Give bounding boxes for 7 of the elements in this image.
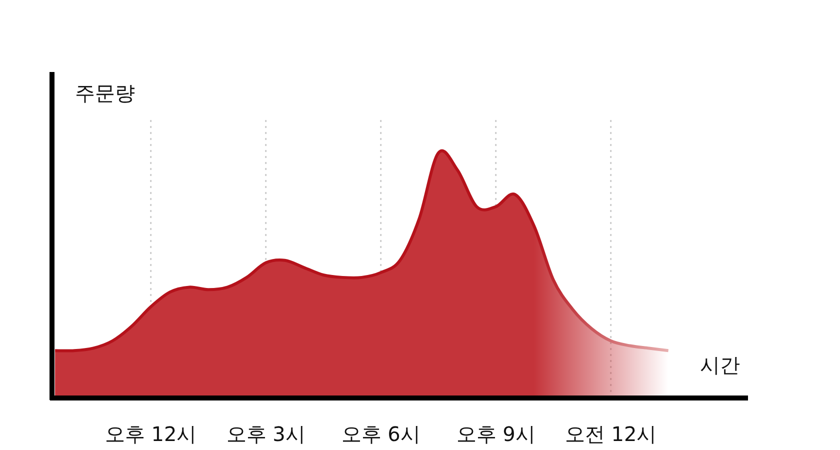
x-tick-label: 오후 3시: [226, 422, 306, 446]
x-tick-label: 오전 12시: [564, 422, 657, 446]
x-axis-title: 시간: [700, 353, 740, 377]
y-axis-title: 주문량: [75, 81, 135, 105]
x-tick-label: 오후 12시: [104, 422, 197, 446]
x-tick-label: 오후 6시: [341, 422, 420, 446]
x-tick-label: 오후 9시: [456, 422, 536, 446]
